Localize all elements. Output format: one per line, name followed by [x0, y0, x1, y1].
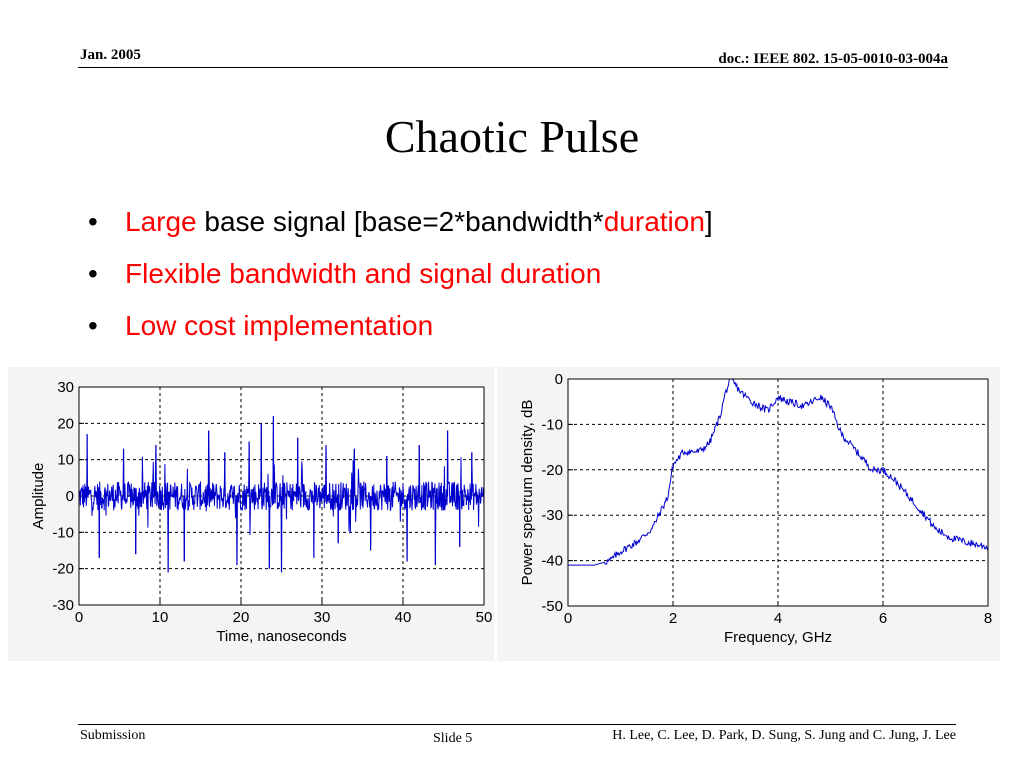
amplitude-plot: 0 10 20 30 40 50 30 20 10 0 -10 -20 -30 Time, nanosec… [8, 367, 494, 661]
bullet-text: ] [704, 206, 713, 237]
y-tick-label: 0 [555, 371, 563, 388]
x-tick-label: 0 [75, 609, 83, 626]
psd-plot: 0 2 4 6 8 0 -10 -20 -30 -40 -50 Frequency, GHz Power… [497, 367, 1000, 661]
x-axis-label: Frequency, GHz [724, 629, 832, 646]
slide-title: Chaotic Pulse [384, 111, 640, 162]
y-tick-label: -20 [52, 561, 74, 578]
y-tick-label: 20 [57, 415, 74, 432]
bullet-item: • Flexible bandwidth and signal duration [88, 248, 713, 300]
header-date: Jan. 2005 [80, 47, 141, 63]
x-axis-label: Time, nanoseconds [216, 628, 346, 645]
x-tick-label: 8 [984, 610, 992, 627]
bullet-glyph: • [88, 258, 98, 289]
x-tick-label: 2 [669, 610, 677, 627]
bullet-item: • Large base signal [base=2*bandwidth*dur… [88, 196, 713, 248]
footer-authors: H. Lee, C. Lee, D. Park, D. Sung, S. Jun… [612, 728, 956, 743]
footer-rule [78, 724, 956, 725]
bullet-text: duration [603, 206, 705, 237]
plot-frame [78, 386, 485, 606]
bullet-text: base signal [base=2*bandwidth* [196, 206, 604, 237]
bullet-text: Low cost implementation [125, 310, 434, 341]
x-tick-label: 30 [314, 609, 331, 626]
header-doc-id: doc.: IEEE 802. 15-05-0010-03-004a [718, 51, 948, 67]
y-tick-label: -50 [541, 598, 563, 615]
x-tick-label: 10 [152, 609, 169, 626]
bullet-item: • Low cost implementation [88, 300, 713, 352]
bullet-glyph: • [88, 206, 98, 237]
x-tick-label: 20 [233, 609, 250, 626]
y-tick-label: -10 [52, 524, 74, 541]
psd-plot-svg: 0 2 4 6 8 0 -10 -20 -30 -40 -50 Frequency, GHz Power… [519, 371, 992, 646]
x-tick-label: 6 [879, 610, 887, 627]
y-tick-label: -20 [541, 462, 563, 479]
y-tick-label: 0 [66, 488, 74, 505]
y-axis-label: Amplitude [30, 463, 47, 530]
y-tick-label: -30 [541, 507, 563, 524]
bullet-glyph: • [88, 310, 98, 341]
y-tick-label: -30 [52, 597, 74, 614]
amplitude-plot-svg: 0 10 20 30 40 50 30 20 10 0 -10 -20 -30 Time, nanosec… [30, 379, 493, 645]
y-tick-label: -40 [541, 553, 563, 570]
x-tick-label: 50 [476, 609, 493, 626]
x-tick-label: 0 [564, 610, 572, 627]
footer-slide-number: Slide 5 [433, 731, 473, 746]
bullet-list: • Large base signal [base=2*bandwidth*dur… [88, 196, 713, 352]
x-tick-label: 4 [774, 610, 782, 627]
signal-trace [78, 416, 485, 573]
y-tick-label: 10 [57, 452, 74, 469]
y-tick-label: 30 [57, 379, 74, 396]
psd-trace [568, 378, 989, 566]
y-tick-label: -10 [541, 416, 563, 433]
footer-submission: Submission [80, 728, 146, 743]
y-axis-label: Power spectrum density, dB [519, 400, 536, 586]
x-tick-label: 40 [395, 609, 412, 626]
bullet-text: Large [125, 206, 197, 237]
plot-frame [567, 378, 989, 607]
bullet-text: Flexible bandwidth and signal duration [125, 258, 602, 289]
header-rule [78, 67, 948, 68]
